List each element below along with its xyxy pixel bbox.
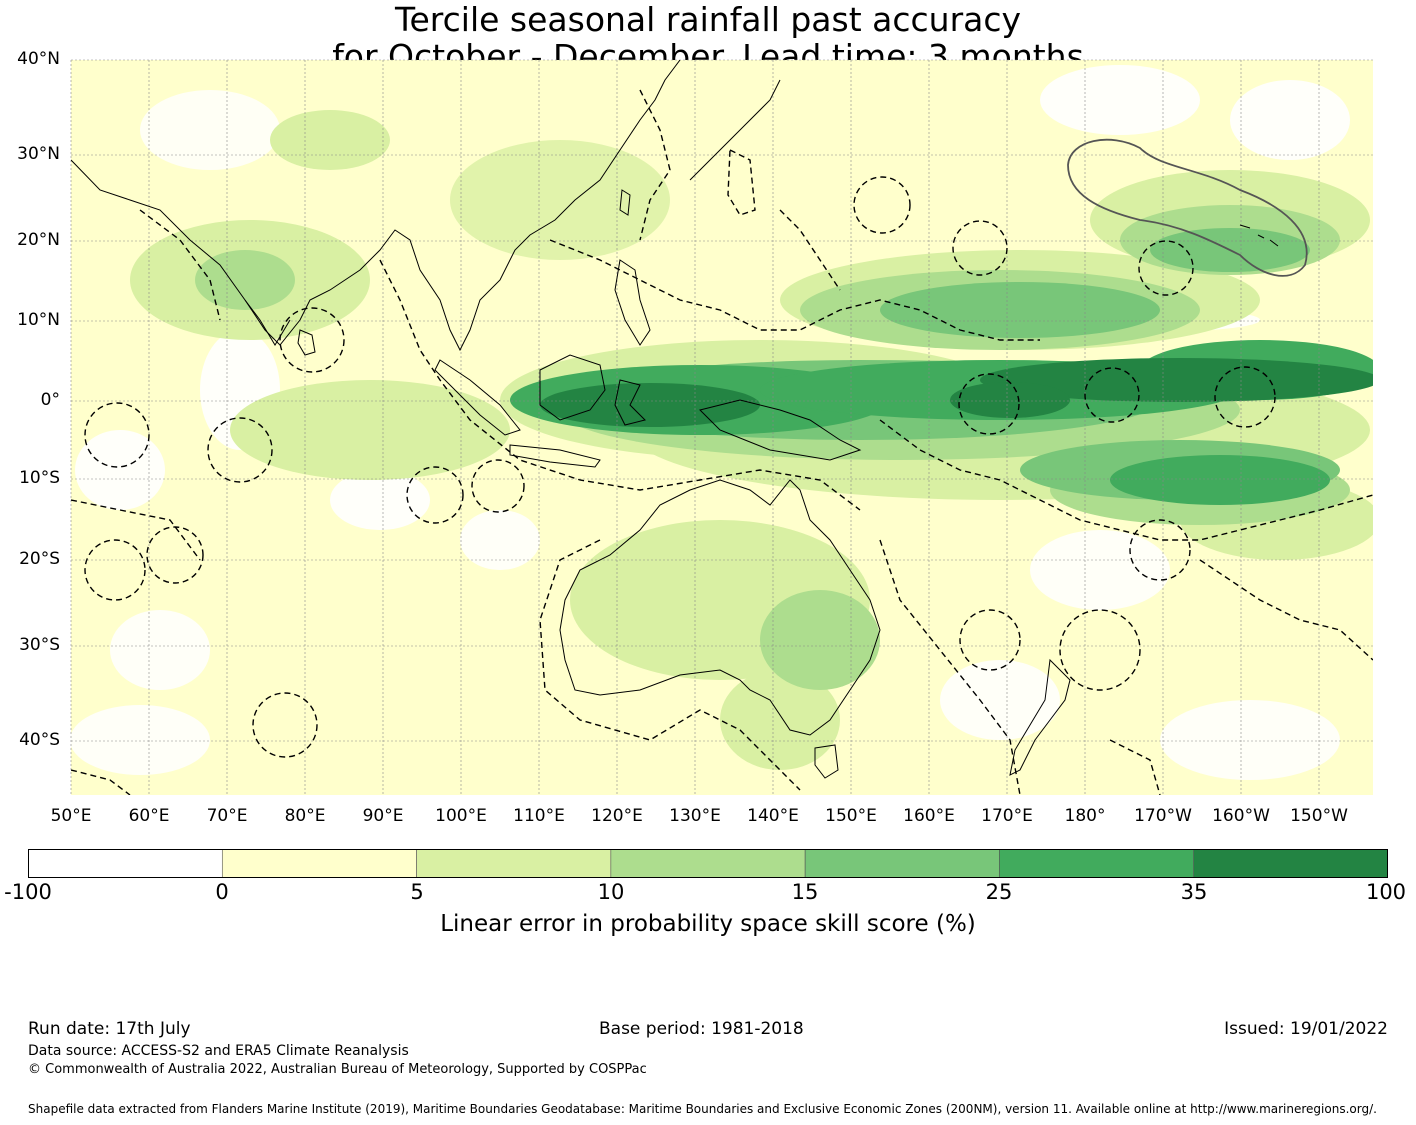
lon-label-90e: 90°E <box>362 806 404 826</box>
data-source: Data source: ACCESS-S2 and ERA5 Climate … <box>28 1043 409 1059</box>
lon-label-60e: 60°E <box>128 806 170 826</box>
lat-label-10s: 10°S <box>19 468 60 488</box>
lon-label-160w: 160°W <box>1212 806 1270 826</box>
hawaii-boundary <box>1067 138 1308 277</box>
colorbar-tick-25: 25 <box>985 880 1013 904</box>
colorbar-segment <box>999 849 1195 878</box>
lon-label-170w: 170°W <box>1134 806 1192 826</box>
colorbar-tick-35: 35 <box>1180 880 1208 904</box>
colorbar-tick-0: 0 <box>215 880 229 904</box>
colorbar-segment <box>804 849 1000 878</box>
lon-label-50e: 50°E <box>50 806 92 826</box>
lon-label-80e: 80°E <box>284 806 326 826</box>
eez-boundaries <box>71 89 1373 795</box>
lon-label-180: 180° <box>1064 806 1106 826</box>
issued-date: Issued: 19/01/2022 <box>1224 1019 1388 1039</box>
lat-label-30n: 30°N <box>17 144 60 164</box>
lat-label-40s: 40°S <box>19 730 60 750</box>
lon-label-150e: 150°E <box>825 806 877 826</box>
colorbar-segment <box>28 849 223 878</box>
lon-label-160e: 160°E <box>903 806 955 826</box>
colorbar-tick-15: 15 <box>791 880 819 904</box>
colorbar-segment <box>610 849 806 878</box>
lon-label-120e: 120°E <box>591 806 643 826</box>
lat-label-10n: 10°N <box>17 310 60 330</box>
colorbar <box>28 849 1388 878</box>
lon-label-150w: 150°W <box>1290 806 1348 826</box>
run-date: Run date: 17th July <box>28 1019 191 1039</box>
colorbar-tick-100: 100 <box>1365 880 1407 904</box>
lat-label-0: 0° <box>40 390 60 410</box>
lat-label-40n: 40°N <box>17 49 60 69</box>
graticule <box>70 59 1373 795</box>
map-title-line1: Tercile seasonal rainfall past accuracy <box>394 0 1022 39</box>
lon-label-140e: 140°E <box>747 806 799 826</box>
coastlines <box>71 60 1279 779</box>
lon-label-130e: 130°E <box>669 806 721 826</box>
lat-label-20s: 20°S <box>19 549 60 569</box>
lon-label-170e: 170°E <box>981 806 1033 826</box>
skill-field <box>71 60 1373 795</box>
colorbar-segment <box>1193 849 1388 878</box>
lat-label-30s: 30°S <box>19 635 60 655</box>
colorbar-tick-5: 5 <box>410 880 424 904</box>
lon-label-70e: 70°E <box>206 806 248 826</box>
colorbar-label: Linear error in probability space skill … <box>440 911 976 937</box>
lon-label-100e: 100°E <box>435 806 487 826</box>
copyright: © Commonwealth of Australia 2022, Austra… <box>28 1062 647 1077</box>
colorbar-tick-minus100: -100 <box>4 880 52 904</box>
colorbar-segment <box>416 849 612 878</box>
shapefile-credit: Shapefile data extracted from Flanders M… <box>28 1102 1377 1116</box>
lon-label-110e: 110°E <box>513 806 565 826</box>
lat-label-20n: 20°N <box>17 230 60 250</box>
colorbar-segment <box>221 849 417 878</box>
base-period: Base period: 1981-2018 <box>599 1019 804 1039</box>
colorbar-tick-10: 10 <box>597 880 625 904</box>
